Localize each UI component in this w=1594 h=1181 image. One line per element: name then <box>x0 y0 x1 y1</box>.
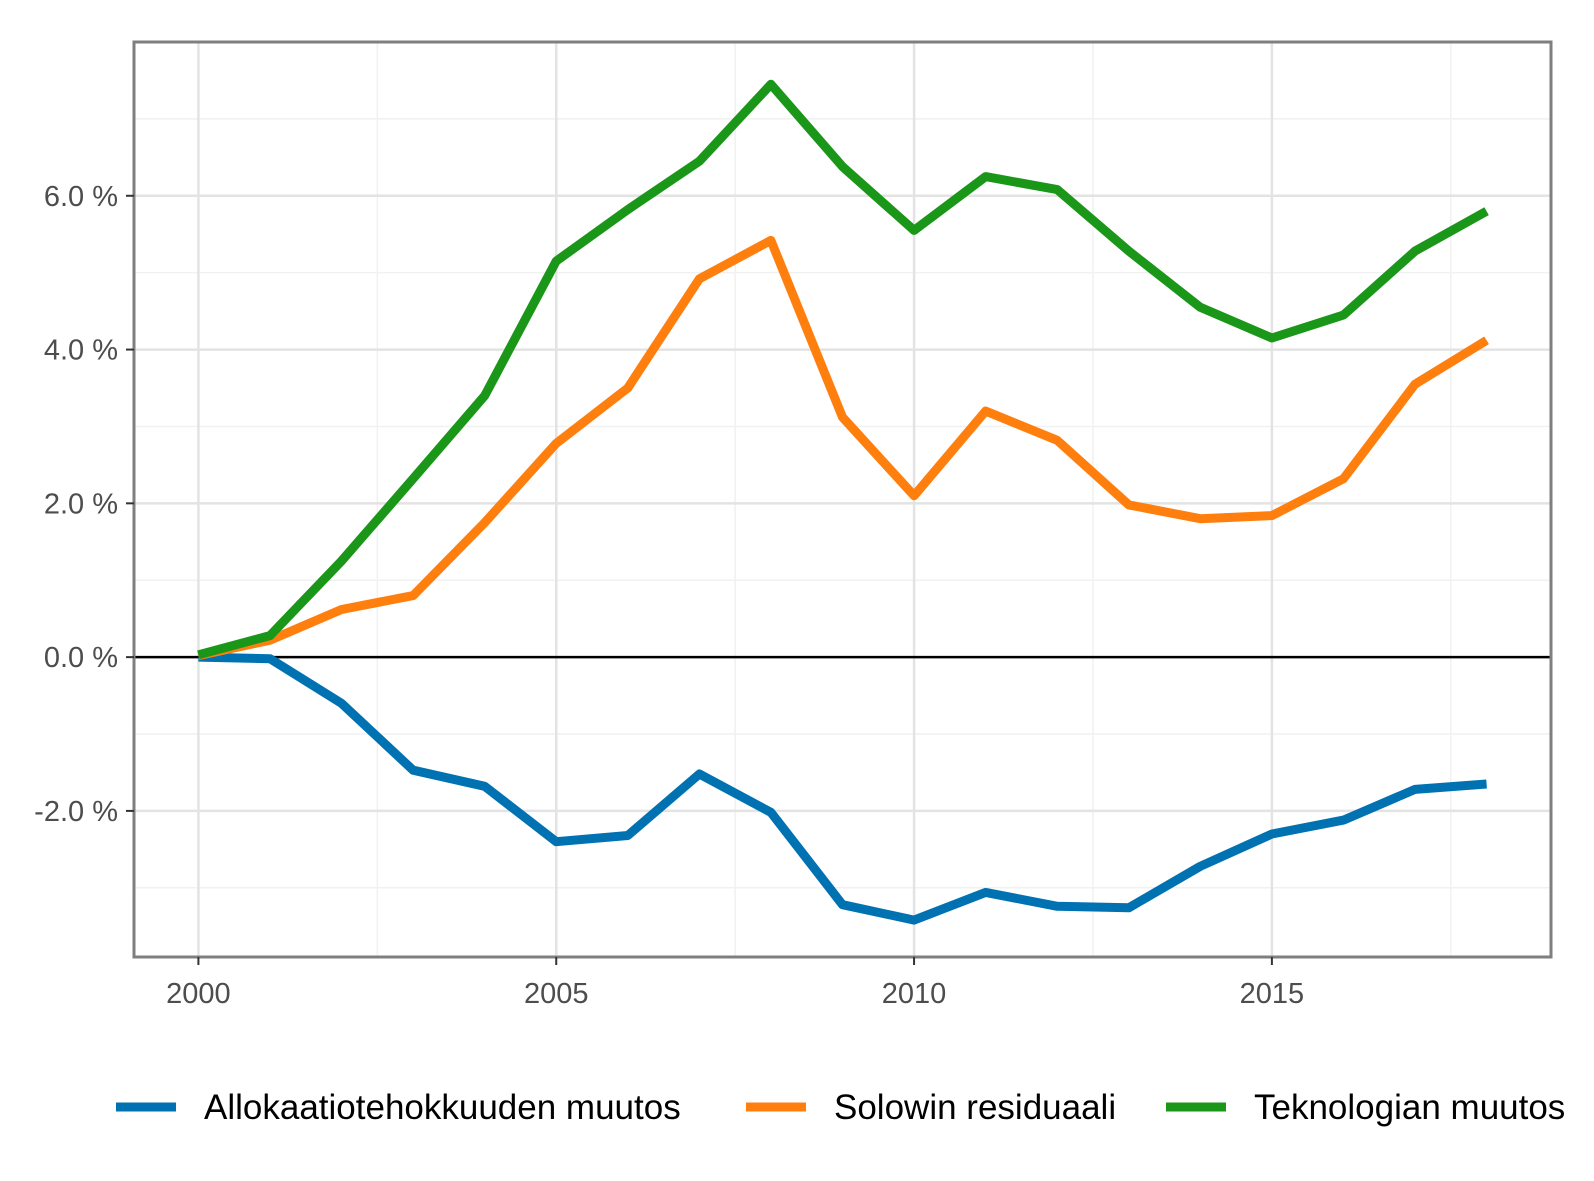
x-tick-label: 2000 <box>166 978 231 1010</box>
x-tick-label: 2015 <box>1240 978 1305 1010</box>
y-tick-label: 2.0 % <box>44 488 118 520</box>
legend-label: Teknologian muutos <box>1254 1088 1565 1127</box>
y-tick-label: 6.0 % <box>44 181 118 213</box>
series-line-1 <box>198 652 1487 925</box>
y-tick-label: -2.0 % <box>34 796 118 828</box>
series-line-3 <box>197 79 1489 660</box>
y-axis: -2.0 % 0.0 % 2.0 % 4.0 % 6.0 % <box>34 181 134 828</box>
x-axis: 2000 2005 2010 2015 <box>166 957 1304 1010</box>
series-line-2 <box>197 235 1489 660</box>
legend: Allokaatiotehokkuuden muutos Solowin resi… <box>116 1088 1565 1127</box>
x-tick-label: 2010 <box>882 978 947 1010</box>
series-lines <box>197 79 1489 925</box>
y-tick-label: 0.0 % <box>44 642 118 674</box>
legend-label: Solowin residuaali <box>834 1088 1116 1127</box>
x-tick-label: 2005 <box>524 978 589 1010</box>
y-tick-label: 4.0 % <box>44 335 118 367</box>
plot-frame <box>132 40 1553 959</box>
legend-label: Allokaatiotehokkuuden muutos <box>204 1088 681 1127</box>
